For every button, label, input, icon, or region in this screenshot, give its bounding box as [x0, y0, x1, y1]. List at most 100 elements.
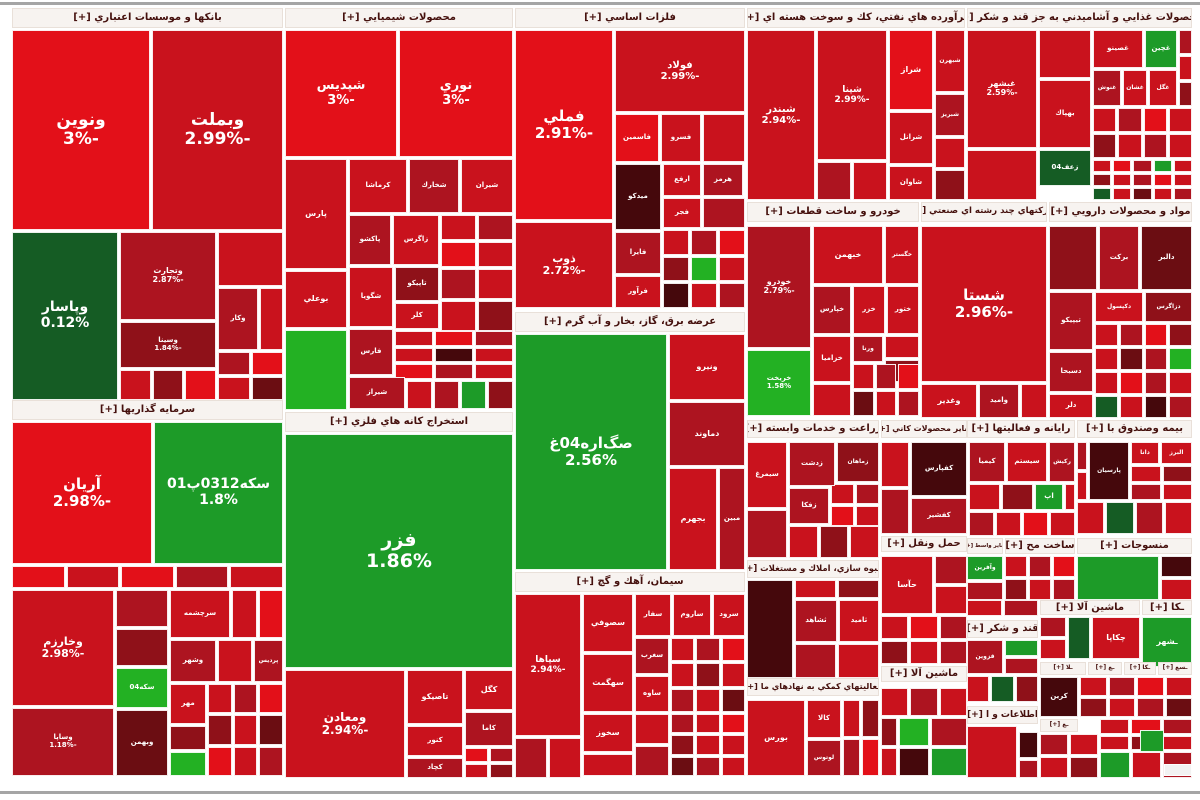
sector-header-textiles[interactable]: منسوجات [+] [1077, 538, 1192, 554]
sector-header-machinery-a[interactable]: ماشين آلا [+] [881, 666, 967, 682]
treemap-cell-small[interactable] [747, 510, 787, 558]
treemap-cell-small[interactable] [1080, 698, 1107, 717]
treemap-cell-small[interactable] [1049, 226, 1097, 290]
treemap-cell[interactable]: تاپيكو [395, 267, 439, 301]
treemap-cell-small[interactable] [1108, 698, 1135, 717]
treemap-cell-small[interactable] [969, 512, 994, 536]
treemap-cell-small[interactable] [478, 301, 513, 331]
treemap-cell-small[interactable] [856, 506, 879, 526]
treemap-cell-small[interactable] [1132, 752, 1161, 778]
treemap-cell-small[interactable] [218, 352, 250, 375]
treemap-cell[interactable]: سكه04 [116, 668, 168, 708]
treemap-cell[interactable]: فجر [663, 198, 701, 228]
treemap-cell-small[interactable] [671, 735, 695, 755]
treemap-cell-small[interactable] [853, 364, 874, 389]
treemap-cell-small[interactable] [233, 684, 258, 714]
treemap-cell-small[interactable] [691, 230, 717, 255]
sector-header-transport[interactable]: حمل ونقل [+] [881, 536, 967, 552]
treemap-cell-small[interactable] [1144, 348, 1168, 370]
treemap-cell-small[interactable] [671, 714, 695, 734]
treemap-cell-small[interactable] [435, 364, 473, 379]
treemap-cell-small[interactable] [1173, 188, 1192, 200]
treemap-cell-small[interactable] [1144, 324, 1168, 346]
treemap-cell-small[interactable] [843, 700, 860, 737]
treemap-cell[interactable]: وخارزم -2.98% [12, 590, 114, 706]
treemap-cell-small[interactable] [1053, 556, 1075, 577]
treemap-cell-small[interactable] [875, 391, 897, 416]
sector-header-other-minerals[interactable]: ساير محصولات كاني [+] [881, 420, 967, 438]
treemap-cell-small[interactable] [1029, 579, 1051, 600]
treemap-cell-small[interactable] [1095, 348, 1118, 370]
treemap-cell-small[interactable] [1093, 108, 1117, 132]
sector-header-financial-aux[interactable]: فعاليتهاي كمكي به نهادهاي ما [+] [747, 678, 879, 696]
treemap-cell-small[interactable] [1164, 502, 1192, 534]
treemap-cell-small[interactable] [1168, 108, 1192, 132]
treemap-cell-small[interactable] [875, 364, 897, 389]
treemap-cell-small[interactable] [696, 663, 720, 687]
treemap-cell-small[interactable] [862, 700, 879, 737]
treemap-cell-small[interactable] [233, 746, 258, 776]
treemap-cell-small[interactable] [185, 370, 216, 400]
treemap-cell-small[interactable] [817, 162, 851, 200]
treemap-cell[interactable]: ثاميد [839, 600, 879, 642]
sector-header-conglomerates[interactable]: شركتهاي چند رشته اي صنعتي [+] [921, 202, 1047, 222]
treemap-cell-small[interactable] [789, 526, 818, 558]
treemap-cell-small[interactable] [116, 590, 168, 627]
mini-sector-header[interactable]: ـع [+] [1088, 662, 1122, 675]
treemap-cell[interactable]: كيميا [969, 442, 1005, 482]
treemap-cell[interactable]: پارسيان [1089, 442, 1129, 500]
treemap-cell[interactable]: كالا [807, 700, 841, 738]
treemap-cell[interactable]: تيپيكو [1049, 292, 1093, 350]
treemap-cell-small[interactable] [1119, 372, 1143, 394]
treemap-cell[interactable]: ورنا [853, 336, 883, 362]
treemap-cell-small[interactable] [898, 391, 919, 416]
treemap-cell-small[interactable] [703, 114, 745, 162]
sector-header-banks[interactable]: بانكها و موسسات اعتباري [+] [12, 8, 283, 28]
treemap-cell-small[interactable] [991, 676, 1014, 702]
treemap-cell[interactable]: كگل [465, 670, 513, 710]
treemap-cell-small[interactable] [259, 746, 283, 776]
treemap-cell[interactable] [899, 718, 929, 746]
treemap-cell[interactable]: ذوب -2.72% [515, 222, 613, 308]
treemap-cell-small[interactable] [1144, 372, 1168, 394]
treemap-cell-small[interactable] [671, 663, 695, 687]
treemap-cell-small[interactable] [1135, 502, 1163, 534]
treemap-cell-small[interactable] [795, 644, 836, 678]
treemap-cell-small[interactable] [1161, 579, 1192, 600]
treemap-cell[interactable]: وغدير [921, 384, 977, 418]
treemap-cell-small[interactable] [691, 283, 717, 308]
treemap-cell-small[interactable] [838, 644, 879, 678]
treemap-cell-small[interactable] [583, 754, 633, 776]
treemap-cell[interactable]: صگ‌اره04غ 2.56% [515, 334, 667, 570]
treemap-cell-small[interactable] [1040, 639, 1066, 659]
sector-header-computer[interactable]: رايانه و فعاليتها [+] [967, 420, 1075, 438]
treemap-cell-small[interactable] [1077, 472, 1087, 500]
sector-header-insurance[interactable]: بيمه وصندوق با [+] [1077, 420, 1192, 438]
treemap-cell-small[interactable] [721, 688, 745, 712]
treemap-cell[interactable]: ومعادن -2.94% [285, 670, 405, 778]
treemap-cell-small[interactable] [1093, 188, 1112, 200]
sector-header-pharma[interactable]: مواد و محصولات دارويي [+] [1049, 202, 1192, 222]
treemap-cell-small[interactable] [121, 566, 174, 588]
treemap-cell-small[interactable] [862, 739, 879, 776]
mini-sector-header[interactable]: ـلا [+] [1040, 662, 1086, 675]
treemap-cell-small[interactable] [967, 150, 1037, 200]
treemap-cell[interactable]: وپاسار 0.12% [12, 232, 118, 400]
treemap-cell[interactable]: دلر [1049, 394, 1093, 418]
treemap-cell-small[interactable] [407, 381, 432, 409]
treemap-cell-small[interactable] [1119, 396, 1143, 418]
treemap-cell-small[interactable] [931, 718, 967, 746]
treemap-cell[interactable]: واميد [979, 384, 1019, 418]
sector-header-power[interactable]: عرضه برق، گاز، بخار و آب گرم [+] [515, 312, 745, 332]
treemap-cell-small[interactable] [1162, 484, 1192, 500]
treemap-cell-small[interactable] [635, 714, 669, 744]
treemap-cell-small[interactable] [1095, 372, 1118, 394]
treemap-cell[interactable]: فولاد -2.99% [615, 30, 745, 112]
treemap-cell[interactable]: شگويا [349, 267, 393, 327]
treemap-cell[interactable]: بجهرم [669, 468, 717, 570]
treemap-cell[interactable]: سرچشمه [170, 590, 230, 638]
treemap-cell-small[interactable] [1143, 134, 1167, 158]
treemap-cell-small[interactable] [1153, 160, 1172, 172]
treemap-cell-small[interactable] [935, 138, 965, 168]
treemap-cell-small[interactable] [967, 582, 1003, 600]
